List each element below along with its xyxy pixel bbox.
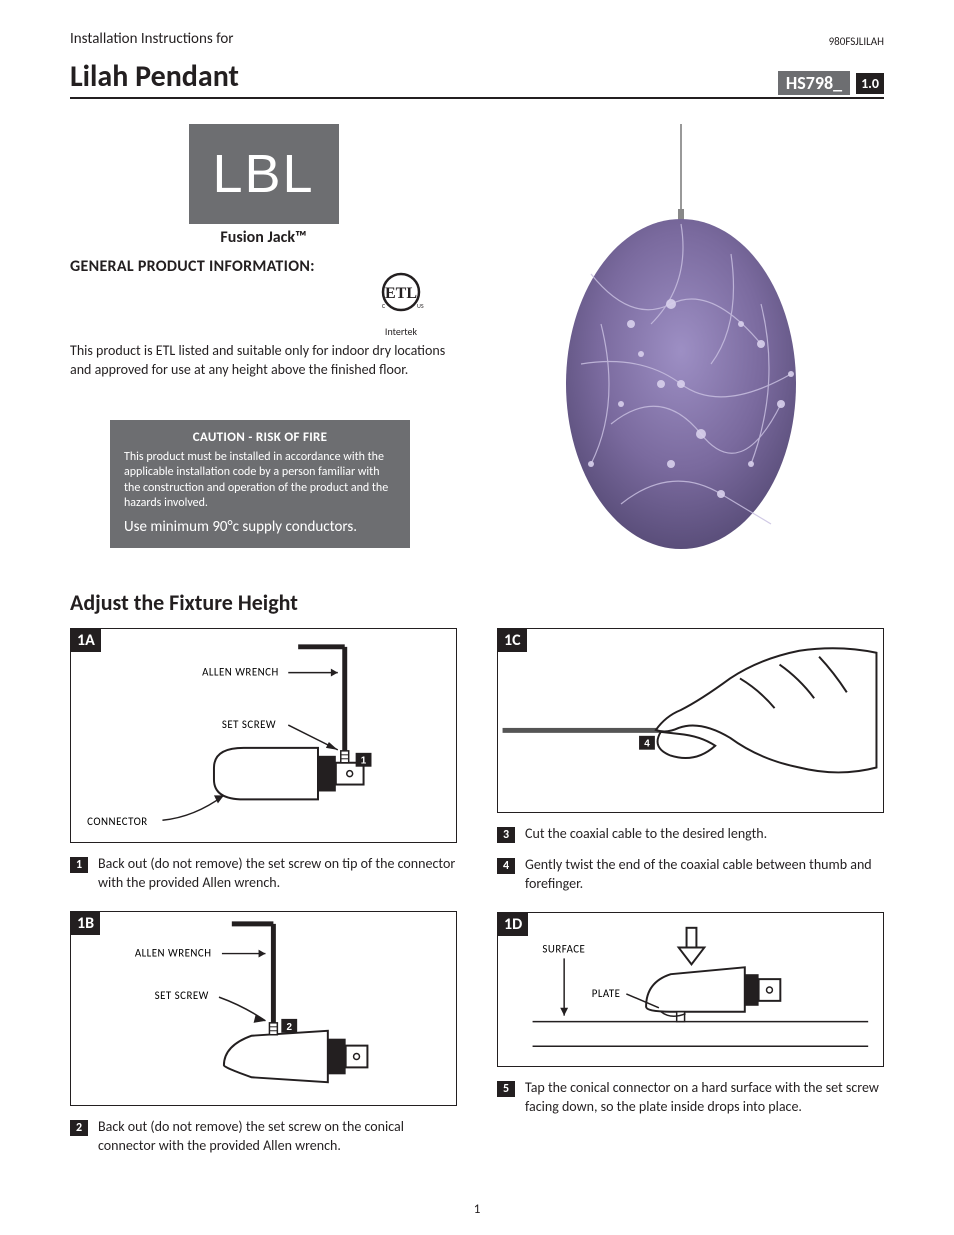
adjust-heading: Adjust the Fixture Height — [70, 589, 884, 616]
step-5: 5 Tap the conical connector on a hard su… — [497, 1079, 884, 1117]
label-surface: SURFACE — [542, 942, 585, 955]
caution-box: CAUTION - RISK OF FIRE This product must… — [110, 420, 410, 548]
diagram-1c: 1C 4 — [497, 628, 884, 813]
etl-mark: ETL C US Intertek — [70, 270, 457, 338]
diagram-1a: 1A ALLEN WRENCH SET SCREW — [70, 628, 457, 843]
step-1: 1 Back out (do not remove) the set screw… — [70, 855, 457, 893]
step-3: 3 Cut the coaxial cable to the desired l… — [497, 825, 884, 844]
upper-section: LBL Fusion Jack™ GENERAL PRODUCT INFORMA… — [70, 124, 884, 554]
caution-title: CAUTION - RISK OF FIRE — [124, 430, 396, 447]
etl-icon: ETL C US — [375, 270, 427, 322]
step-num-2: 2 — [70, 1120, 88, 1136]
step-num-1: 1 — [70, 857, 88, 873]
caution-footer: Use minimum 90°c supply conductors. — [124, 518, 396, 538]
model-number: HS798_ — [778, 71, 850, 95]
step-text-4: Gently twist the end of the coaxial cabl… — [525, 856, 884, 894]
diagram-1b: 1B ALLEN WRENCH SET SCREW — [70, 911, 457, 1106]
instruction-columns: 1A ALLEN WRENCH SET SCREW — [70, 628, 884, 1156]
general-info-text: This product is ETL listed and suitable … — [70, 342, 457, 380]
diagram-tag-1a: 1A — [71, 629, 101, 652]
label-plate: PLATE — [592, 987, 621, 1000]
step-text-5: Tap the conical connector on a hard surf… — [525, 1079, 884, 1117]
label-conn-a: CONNECTOR — [87, 815, 148, 828]
model-group: HS798_ 1.0 — [778, 71, 884, 95]
version-number: 1.0 — [856, 73, 884, 94]
label-allen-a: ALLEN WRENCH — [202, 666, 279, 679]
diagram-tag-1d: 1D — [498, 913, 528, 936]
pretitle: Installation Instructions for — [70, 30, 234, 48]
step-text-3: Cut the coaxial cable to the desired len… — [525, 825, 767, 844]
logo-subtitle: Fusion Jack™ — [70, 228, 457, 247]
right-column: 1C 4 3 Cut the — [497, 628, 884, 1156]
callout-2: 2 — [286, 1022, 292, 1033]
label-allen-b: ALLEN WRENCH — [135, 946, 212, 959]
step-text-1: Back out (do not remove) the set screw o… — [98, 855, 457, 893]
label-set-b: SET SCREW — [155, 989, 209, 1002]
step-text-2: Back out (do not remove) the set screw o… — [98, 1118, 457, 1156]
diagram-tag-1b: 1B — [71, 912, 100, 935]
callout-4: 4 — [644, 739, 650, 750]
left-column: 1A ALLEN WRENCH SET SCREW — [70, 628, 457, 1156]
step-2: 2 Back out (do not remove) the set screw… — [70, 1118, 457, 1156]
doc-code: 980FSJLILAH — [829, 35, 884, 48]
step-4: 4 Gently twist the end of the coaxial ca… — [497, 856, 884, 894]
brand-logo: LBL — [189, 124, 339, 224]
svg-text:ETL: ETL — [385, 285, 417, 302]
upper-left: LBL Fusion Jack™ GENERAL PRODUCT INFORMA… — [70, 124, 477, 554]
page-title: Lilah Pendant — [70, 58, 239, 95]
diagram-1d: 1D SURFACE PLATE — [497, 912, 884, 1067]
diagram-tag-1c: 1C — [498, 629, 527, 652]
step-num-5: 5 — [497, 1081, 515, 1097]
caution-body: This product must be installed in accord… — [124, 450, 396, 512]
step-num-3: 3 — [497, 827, 515, 843]
header-row: Installation Instructions for 980FSJLILA… — [70, 30, 884, 48]
product-image — [477, 124, 884, 554]
etl-label: Intertek — [375, 325, 427, 338]
title-row: Lilah Pendant HS798_ 1.0 — [70, 58, 884, 99]
page-number: 1 — [474, 1202, 481, 1217]
svg-text:US: US — [417, 302, 424, 310]
pendant-illustration — [531, 124, 831, 554]
callout-1: 1 — [361, 756, 367, 767]
label-set-a: SET SCREW — [222, 718, 276, 731]
step-num-4: 4 — [497, 858, 515, 874]
